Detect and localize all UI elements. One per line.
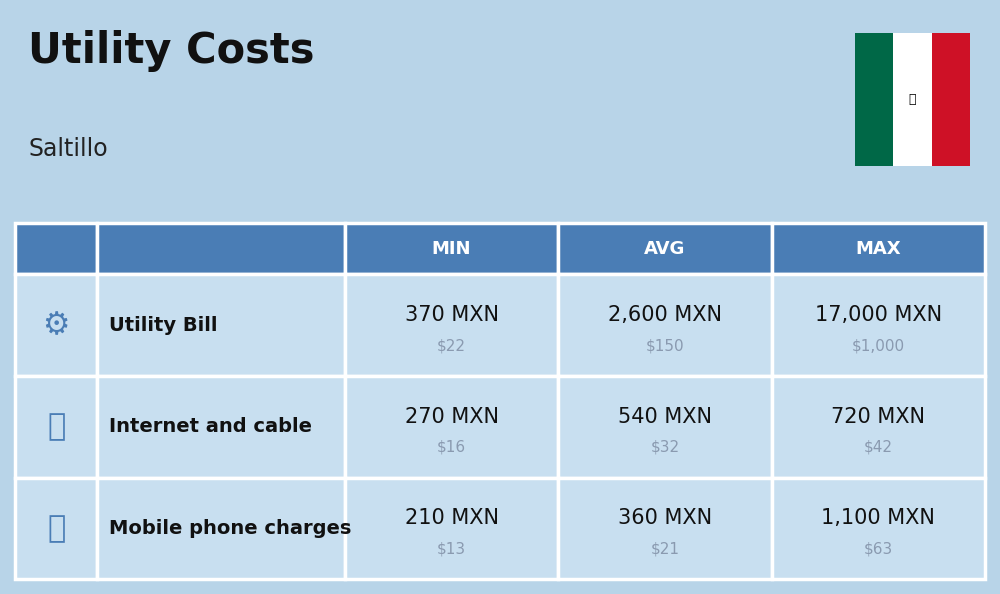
Bar xyxy=(558,478,772,579)
Text: MIN: MIN xyxy=(432,239,471,258)
Text: 📶: 📶 xyxy=(47,412,65,441)
Text: $150: $150 xyxy=(646,338,684,353)
Text: $63: $63 xyxy=(864,541,893,556)
Bar xyxy=(97,274,345,376)
Bar xyxy=(893,33,932,166)
Text: 🦅: 🦅 xyxy=(909,93,916,106)
Bar xyxy=(558,223,772,274)
Bar xyxy=(772,478,985,579)
Text: AVG: AVG xyxy=(644,239,686,258)
Text: 210 MXN: 210 MXN xyxy=(405,508,499,528)
Text: ⚙: ⚙ xyxy=(43,311,70,340)
Bar xyxy=(15,376,97,478)
Text: 540 MXN: 540 MXN xyxy=(618,407,712,426)
Bar xyxy=(772,223,985,274)
Text: Utility Costs: Utility Costs xyxy=(28,30,314,72)
Text: 17,000 MXN: 17,000 MXN xyxy=(815,305,942,325)
Bar xyxy=(97,376,345,478)
Text: Saltillo: Saltillo xyxy=(28,137,108,160)
Text: 1,100 MXN: 1,100 MXN xyxy=(821,508,935,528)
Bar xyxy=(15,274,97,376)
Text: 370 MXN: 370 MXN xyxy=(405,305,499,325)
Text: $13: $13 xyxy=(437,541,466,556)
Text: 720 MXN: 720 MXN xyxy=(831,407,925,426)
Text: Mobile phone charges: Mobile phone charges xyxy=(109,519,351,538)
Text: $22: $22 xyxy=(437,338,466,353)
Text: $21: $21 xyxy=(650,541,679,556)
Bar xyxy=(558,376,772,478)
Bar xyxy=(772,376,985,478)
Bar xyxy=(345,274,558,376)
Bar xyxy=(15,223,97,274)
Text: Internet and cable: Internet and cable xyxy=(109,418,312,436)
Bar xyxy=(97,478,345,579)
Bar xyxy=(932,33,970,166)
Text: $32: $32 xyxy=(650,440,679,454)
Text: 2,600 MXN: 2,600 MXN xyxy=(608,305,722,325)
Bar xyxy=(855,33,893,166)
Text: 📱: 📱 xyxy=(47,514,65,543)
Bar xyxy=(558,274,772,376)
Bar xyxy=(15,478,97,579)
Bar xyxy=(772,274,985,376)
Text: $42: $42 xyxy=(864,440,893,454)
Bar xyxy=(345,223,558,274)
Text: $1,000: $1,000 xyxy=(852,338,905,353)
Text: $16: $16 xyxy=(437,440,466,454)
Bar xyxy=(345,376,558,478)
Bar xyxy=(97,223,345,274)
Text: 360 MXN: 360 MXN xyxy=(618,508,712,528)
Text: 270 MXN: 270 MXN xyxy=(405,407,499,426)
Text: Utility Bill: Utility Bill xyxy=(109,316,218,334)
Text: MAX: MAX xyxy=(855,239,901,258)
Bar xyxy=(345,478,558,579)
